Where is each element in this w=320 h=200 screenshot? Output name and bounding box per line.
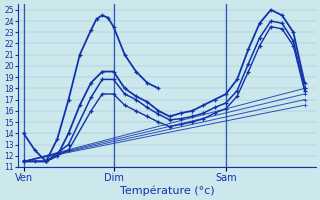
X-axis label: Température (°c): Température (°c) <box>120 185 214 196</box>
